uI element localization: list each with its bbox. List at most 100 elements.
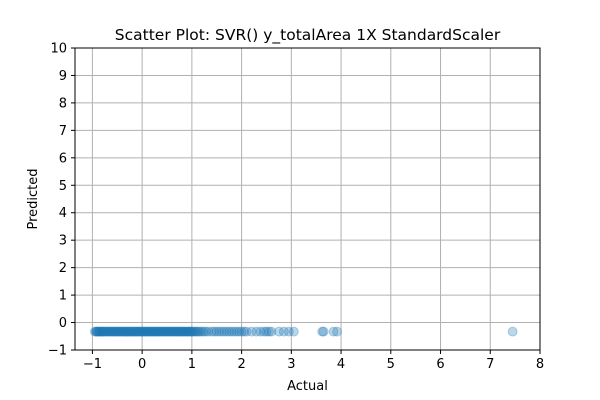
scatter-point — [175, 326, 186, 337]
scatter-point — [161, 326, 172, 337]
scatter-point — [174, 326, 185, 337]
x-tick-label: 7 — [486, 357, 494, 372]
scatter-point — [135, 326, 146, 337]
y-tick-label: 3 — [59, 234, 67, 249]
x-tick-label: 5 — [387, 357, 395, 372]
scatter-point — [115, 326, 126, 337]
scatter-point — [93, 326, 104, 337]
scatter-point — [125, 326, 136, 337]
scatter-point — [118, 326, 129, 337]
scatter-point — [119, 326, 130, 337]
scatter-point — [328, 326, 339, 337]
scatter-point — [131, 326, 142, 337]
scatter-point — [133, 326, 144, 337]
x-tick-label: 3 — [287, 357, 295, 372]
scatter-point — [190, 326, 201, 337]
scatter-point — [288, 326, 299, 337]
x-axis-label: Actual — [287, 379, 328, 394]
scatter-point — [187, 326, 198, 337]
scatter-point — [168, 326, 179, 337]
y-tick-label: 9 — [59, 69, 67, 84]
scatter-point — [116, 326, 127, 337]
scatter-point — [142, 326, 153, 337]
scatter-point — [173, 326, 184, 337]
scatter-point — [183, 326, 194, 337]
scatter-point — [100, 326, 111, 337]
scatter-point — [93, 326, 104, 337]
scatter-point — [239, 326, 250, 337]
scatter-point — [219, 326, 230, 337]
scatter-point — [229, 326, 240, 337]
scatter-point — [112, 326, 123, 337]
x-tick-label: −1 — [83, 357, 102, 372]
scatter-point — [182, 326, 193, 337]
x-tick-label: 4 — [337, 357, 345, 372]
scatter-point — [110, 326, 121, 337]
scatter-point — [101, 326, 112, 337]
scatter-point — [145, 326, 156, 337]
scatter-point — [129, 326, 140, 337]
scatter-point — [108, 326, 119, 337]
scatter-point — [99, 326, 110, 337]
scatter-point — [283, 326, 294, 337]
scatter-point — [170, 326, 181, 337]
scatter-point — [130, 326, 141, 337]
scatter-point — [157, 326, 168, 337]
x-tick-label: 6 — [436, 357, 444, 372]
scatter-point — [109, 326, 120, 337]
scatter-point — [167, 326, 178, 337]
scatter-point — [159, 326, 170, 337]
scatter-point — [140, 326, 151, 337]
scatter-point — [251, 326, 262, 337]
y-tick-label: −1 — [48, 344, 67, 359]
scatter-point — [148, 326, 159, 337]
scatter-point — [166, 326, 177, 337]
scatter-point — [89, 326, 100, 337]
scatter-point — [156, 326, 167, 337]
scatter-point — [194, 326, 205, 337]
y-tick-label: 7 — [59, 124, 67, 139]
scatter-point — [103, 326, 114, 337]
scatter-point — [163, 326, 174, 337]
scatter-point — [107, 326, 118, 337]
y-tick-label: 8 — [59, 96, 67, 111]
scatter-point — [209, 326, 220, 337]
scatter-point — [266, 326, 277, 337]
scatter-point — [122, 326, 133, 337]
scatter-point — [95, 326, 106, 337]
scatter-point — [106, 326, 117, 337]
scatter-point — [104, 326, 115, 337]
scatter-point — [162, 326, 173, 337]
scatter-point — [128, 326, 139, 337]
scatter-point — [211, 326, 222, 337]
x-tick-label: 2 — [237, 357, 245, 372]
scatter-point — [236, 326, 247, 337]
scatter-point — [246, 326, 257, 337]
scatter-point — [278, 326, 289, 337]
chart-title: Scatter Plot: SVR() y_totalArea 1X Stand… — [115, 26, 501, 45]
scatter-point — [136, 326, 147, 337]
y-tick-label: 5 — [59, 179, 67, 194]
scatter-point — [150, 326, 161, 337]
scatter-point — [184, 326, 195, 337]
scatter-point — [127, 326, 138, 337]
scatter-point — [203, 326, 214, 337]
scatter-point — [169, 326, 180, 337]
scatter-point — [180, 326, 191, 337]
scatter-point — [160, 326, 171, 337]
scatter-point — [221, 326, 232, 337]
scatter-point — [114, 326, 125, 337]
scatter-point — [234, 326, 245, 337]
scatter-point — [196, 326, 207, 337]
axis-ticks: −1 0 1 2 3 4 5 6 7 8 −1 0 1 2 3 4 5 6 7 8 9 10 — [48, 42, 544, 373]
scatter-point — [98, 326, 109, 337]
scatter-point — [147, 326, 158, 337]
axes-frame — [74, 47, 541, 351]
scatter-point — [193, 326, 204, 337]
scatter-point — [177, 326, 188, 337]
y-tick-label: 0 — [59, 316, 67, 331]
scatter-point — [146, 326, 157, 337]
scatter-point — [165, 326, 176, 337]
scatter-point — [91, 326, 102, 337]
